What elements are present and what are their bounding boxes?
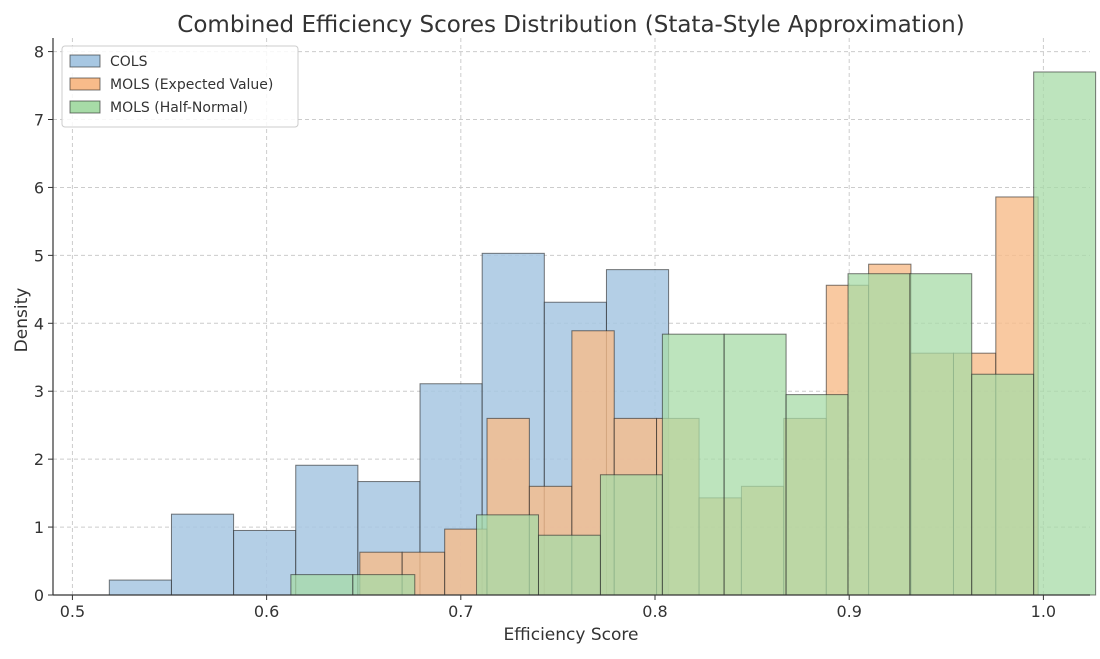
legend-label: MOLS (Half-Normal) [110, 100, 248, 116]
y-tick-label: 0 [34, 586, 44, 605]
histogram-bar [785, 394, 849, 596]
histogram-bar [971, 373, 1035, 596]
chart-title: Combined Efficiency Scores Distribution … [177, 12, 964, 38]
legend-swatch [69, 77, 101, 91]
y-tick-label: 6 [34, 178, 44, 197]
y-tick-label: 4 [34, 314, 44, 333]
y-tick-label: 2 [34, 450, 44, 469]
legend-swatch [69, 100, 101, 114]
y-axis-label: Density [12, 288, 32, 353]
legend-label: MOLS (Expected Value) [110, 77, 273, 93]
x-tick-label: 0.6 [254, 602, 279, 621]
legend-box [61, 45, 299, 128]
histogram-bar [170, 513, 235, 596]
legend-swatch [69, 54, 101, 68]
y-tick-label: 1 [34, 518, 44, 537]
legend-label: COLS [110, 54, 148, 70]
x-tick-label: 0.9 [836, 602, 861, 621]
legend: COLS MOLS (Expected Value) MOLS (Half-Norm… [61, 45, 299, 128]
x-tick-label: 0.5 [60, 602, 85, 621]
x-axis-label: Efficiency Score [504, 625, 639, 645]
x-tick-label: 0.7 [448, 602, 473, 621]
y-tick-label: 8 [34, 43, 44, 62]
histogram-bar [1033, 71, 1097, 596]
axes: 0.5 0.6 0.7 0.8 0.9 1.0 0 1 2 3 4 5 6 7 8 [34, 38, 1090, 621]
x-tick-label: 0.8 [642, 602, 667, 621]
x-tick-label: 1.0 [1031, 602, 1056, 621]
histogram-bar [108, 579, 172, 596]
histogram-bar [476, 514, 539, 596]
y-tick-label: 5 [34, 246, 44, 265]
histogram-bar [661, 333, 725, 596]
histogram-bar [352, 574, 416, 596]
histogram-bar [599, 474, 663, 596]
histogram-bar [723, 333, 787, 596]
histogram-bars [108, 71, 1097, 596]
histogram-bar [847, 273, 911, 596]
histogram-bar [233, 529, 297, 596]
y-tick-label: 7 [34, 111, 44, 130]
y-tick-label: 3 [34, 382, 44, 401]
histogram-bar [537, 534, 601, 596]
histogram-bar [290, 574, 354, 596]
histogram-bar [909, 273, 973, 596]
